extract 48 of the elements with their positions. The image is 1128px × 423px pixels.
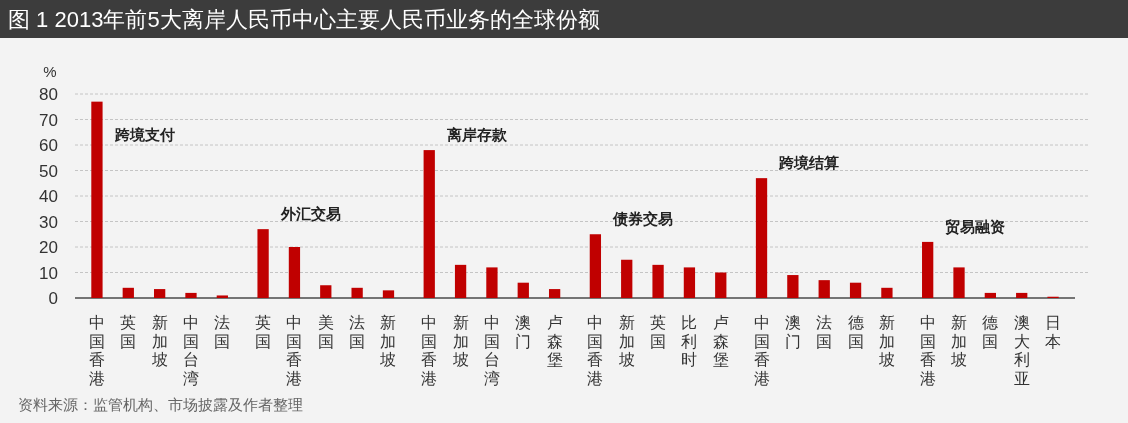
series-label: 离岸存款 [445, 125, 508, 143]
series-label: 债券交易 [612, 210, 674, 228]
x-tick-label: 法国 [214, 314, 231, 350]
x-tick-label: 中国香港 [286, 314, 303, 387]
y-tick-label: 60 [39, 136, 58, 155]
y-tick-label: 80 [39, 85, 58, 104]
text: 资料来源：监管机构、市场披露及作者整理 [18, 396, 303, 413]
series-label: 跨境支付 [113, 125, 175, 143]
series-label: 贸易融资 [945, 217, 1006, 235]
series-label: 跨境结算 [778, 153, 840, 171]
x-tick-label: 中国台湾 [483, 314, 500, 387]
x-tick-label: 新加坡 [379, 314, 397, 368]
x-tick-label: 新加坡 [877, 314, 895, 368]
y-tick-label: 40 [39, 187, 58, 206]
x-tick-label: 英国 [255, 314, 272, 350]
x-tick-label: 中国香港 [919, 314, 936, 387]
x-tick-label: 新加坡 [617, 314, 635, 368]
x-tick-label: 澳大利亚 [1013, 314, 1030, 387]
y-tick-label: 10 [39, 263, 58, 283]
y-tick-label: 50 [39, 161, 58, 181]
x-tick-label: 英国 [650, 314, 667, 350]
x-tick-label: 日本 [1045, 314, 1062, 350]
y-axis-title: % [43, 63, 57, 80]
x-tick-label: 英国 [120, 314, 137, 350]
y-tick-label: 0 [48, 289, 58, 308]
x-tick-label: 中国香港 [421, 314, 438, 387]
x-tick-label: 卢森堡 [546, 314, 563, 368]
chart-title: 图 1 2013年前5大离岸人民币中心主要人民币业务的全球份额 [8, 7, 600, 32]
y-tick-label: 30 [39, 212, 58, 232]
x-tick-label: 比利时 [681, 314, 698, 368]
series-label: 外汇交易 [279, 204, 341, 222]
x-tick-label: 中国香港 [753, 314, 770, 387]
x-tick-label: 法国 [816, 314, 833, 350]
x-tick-label: 卢森堡 [712, 314, 729, 368]
x-tick-label: 澳门 [784, 314, 801, 350]
y-tick-label: 20 [39, 238, 58, 257]
y-tick-label: 70 [39, 110, 58, 130]
x-tick-label: 新加坡 [950, 314, 968, 368]
x-tick-label: 德国 [847, 314, 864, 350]
x-tick-label: 法国 [349, 314, 366, 350]
x-tick-label: 中国台湾 [182, 314, 199, 387]
x-tick-label: 美国 [317, 314, 334, 350]
x-tick-label: 中国香港 [88, 314, 105, 387]
x-tick-label: 新加坡 [150, 314, 168, 368]
x-tick-label: 澳门 [515, 314, 532, 350]
x-tick-label: 中国香港 [587, 314, 604, 387]
x-tick-label: 新加坡 [451, 314, 469, 368]
x-tick-label: 德国 [982, 314, 999, 350]
